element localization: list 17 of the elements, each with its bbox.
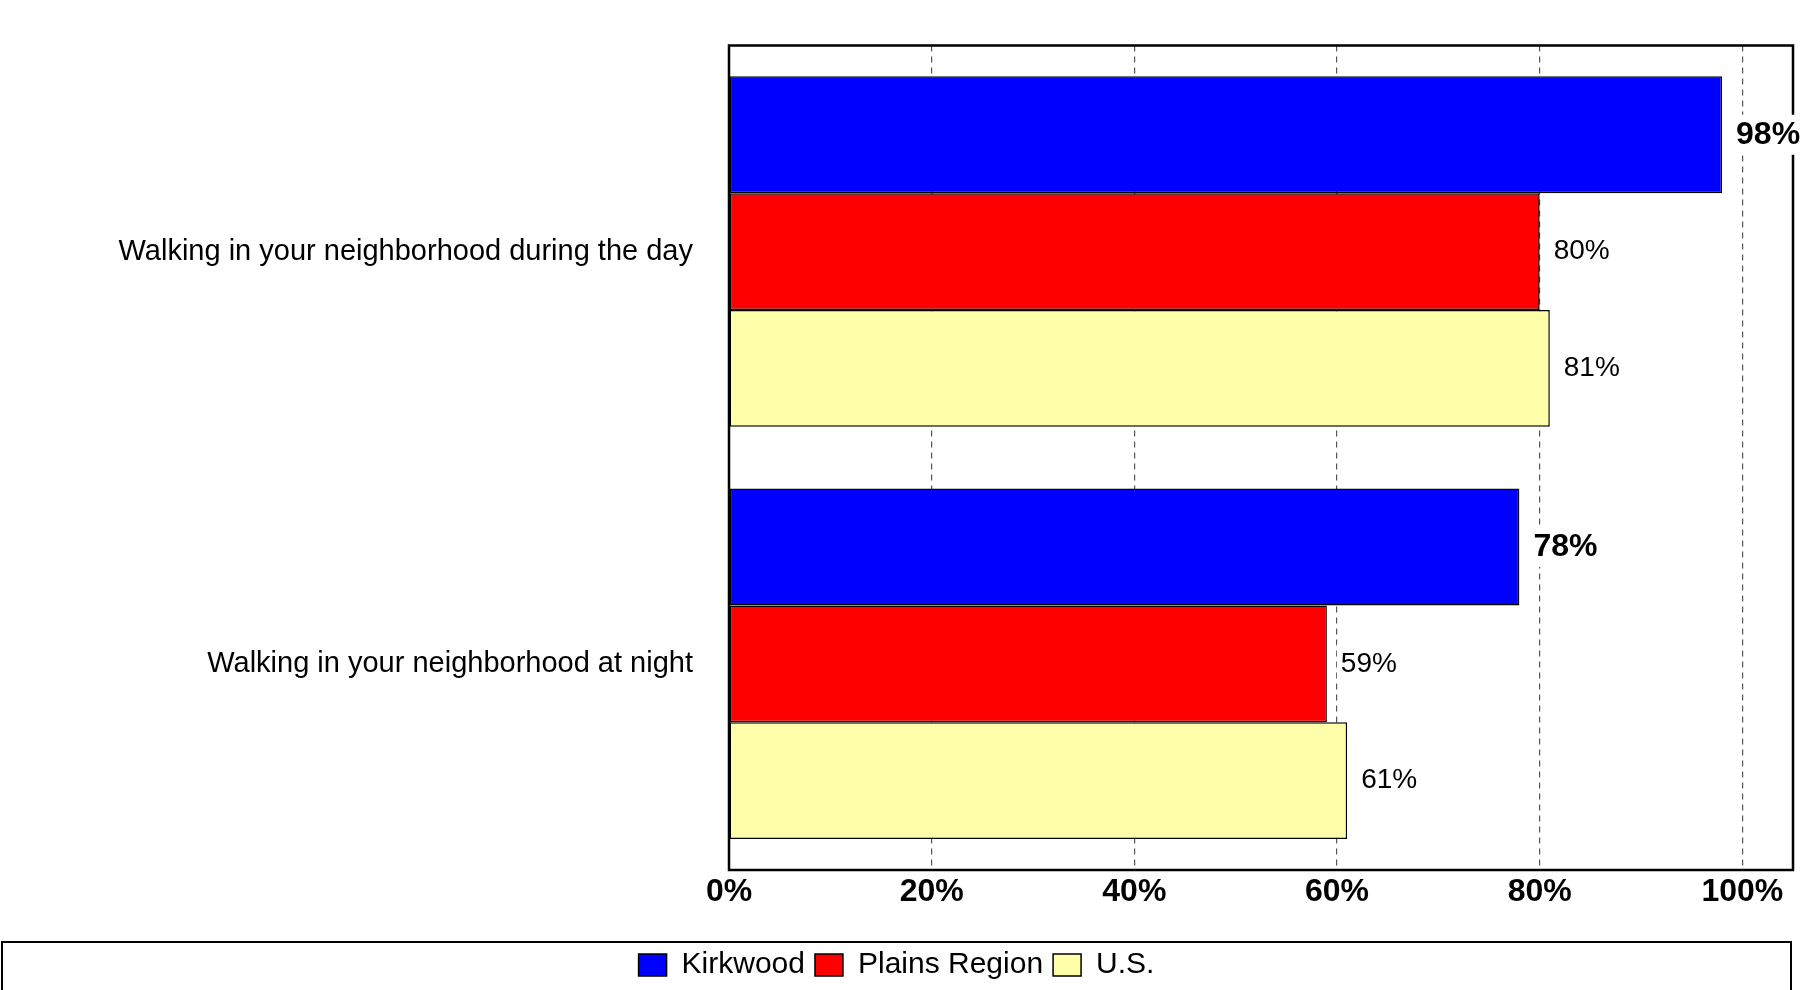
data-label: 78% (1533, 526, 1598, 563)
legend-label: Kirkwood (681, 946, 805, 980)
data-label: 98% (1736, 114, 1801, 151)
legend-label: U.S. (1096, 946, 1155, 980)
y-tick-label: Walking in your neighborhood during the day (118, 233, 694, 266)
legend-label: Plains Region (857, 946, 1044, 980)
y-tick-label: Walking in your neighborhood at night (207, 645, 693, 678)
x-tick-label: 40% (1102, 872, 1167, 909)
data-label: 61% (1361, 763, 1418, 795)
x-tick-label: 60% (1304, 872, 1370, 909)
x-tick-label: 20% (899, 872, 964, 909)
data-label: 80% (1553, 234, 1610, 266)
x-tick-label: 0% (705, 872, 753, 909)
data-label: 59% (1340, 646, 1397, 678)
x-tick-label: 100% (1701, 872, 1784, 909)
data-label: 81% (1563, 351, 1620, 383)
x-tick-label: 80% (1507, 872, 1572, 909)
